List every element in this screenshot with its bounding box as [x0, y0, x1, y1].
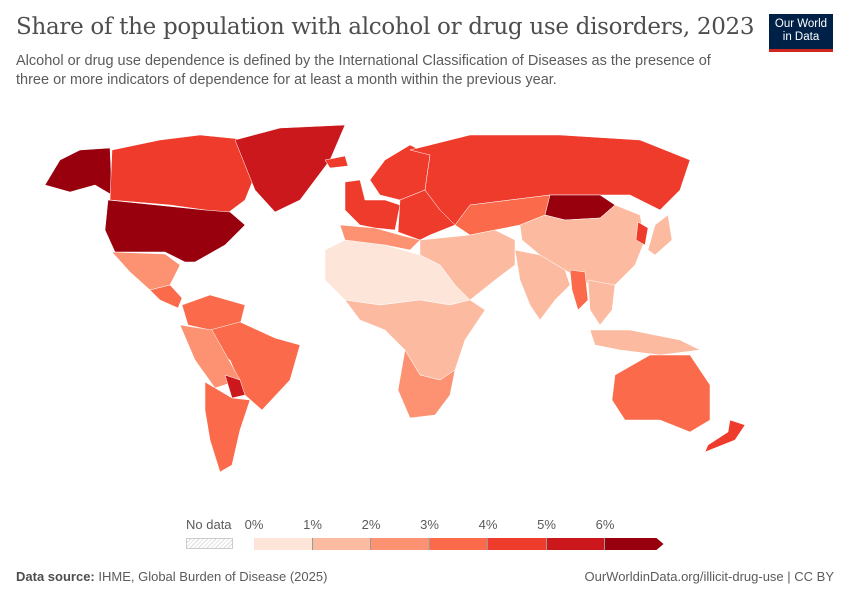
legend-bin-2: [371, 538, 430, 550]
legend-tick: 2%: [361, 517, 381, 532]
region-southern-africa[interactable]: [397, 349, 456, 419]
legend-bin-1: [312, 538, 371, 550]
legend-bin-3: [429, 538, 488, 550]
legend-bin-4: [488, 538, 547, 550]
region-new-zealand[interactable]: [704, 419, 746, 453]
legend-tick: 3%: [420, 517, 439, 532]
chart-title: Share of the population with alcohol or …: [16, 14, 755, 40]
source-text: IHME, Global Burden of Disease (2025): [98, 569, 328, 584]
region-iceland[interactable]: [324, 155, 349, 169]
legend-bin-0: [254, 538, 313, 550]
region-australia[interactable]: [611, 354, 711, 433]
region-mexico[interactable]: [111, 251, 181, 291]
region-united-states[interactable]: [104, 199, 246, 263]
source-label: Data source:: [16, 569, 95, 584]
legend-tick: 5%: [537, 517, 556, 532]
region-japan[interactable]: [647, 214, 673, 256]
color-legend: No data 0% 1% 2% 3% 4% 5% 6%: [0, 515, 850, 555]
legend-bin-5: [546, 538, 605, 550]
region-korea[interactable]: [635, 221, 649, 246]
region-paraguay[interactable]: [224, 374, 246, 399]
region-alaska-united-states-[interactable]: [44, 147, 113, 196]
chart-subtitle: Alcohol or drug use dependence is define…: [16, 53, 711, 88]
data-source: Data source: IHME, Global Burden of Dise…: [16, 569, 327, 584]
region-argentina-chile[interactable]: [204, 381, 251, 473]
no-data-label: No data: [186, 517, 232, 532]
region-sub-saharan-africa[interactable]: [344, 299, 486, 381]
legend-tick: 6%: [595, 517, 615, 532]
region-canada[interactable]: [109, 134, 256, 216]
no-data-swatch: [186, 538, 233, 549]
region-greenland[interactable]: [234, 124, 346, 213]
legend-tick: 4%: [478, 517, 498, 532]
region-central-america[interactable]: [149, 284, 183, 309]
world-map: [44, 124, 746, 473]
region-southeast-asia[interactable]: [587, 279, 616, 326]
owid-logo[interactable]: Our World in Data: [769, 14, 833, 52]
region-western-europe[interactable]: [344, 179, 401, 231]
region-indonesia[interactable]: [589, 329, 701, 356]
region-india[interactable]: [514, 249, 571, 321]
source-url-link[interactable]: OurWorldinData.org/illicit-drug-use | CC…: [584, 569, 835, 584]
legend-tick: 0%: [244, 517, 264, 532]
region-myanmar[interactable]: [569, 269, 589, 311]
legend-bin-6: [605, 538, 664, 550]
legend-tick: 1%: [303, 517, 322, 532]
